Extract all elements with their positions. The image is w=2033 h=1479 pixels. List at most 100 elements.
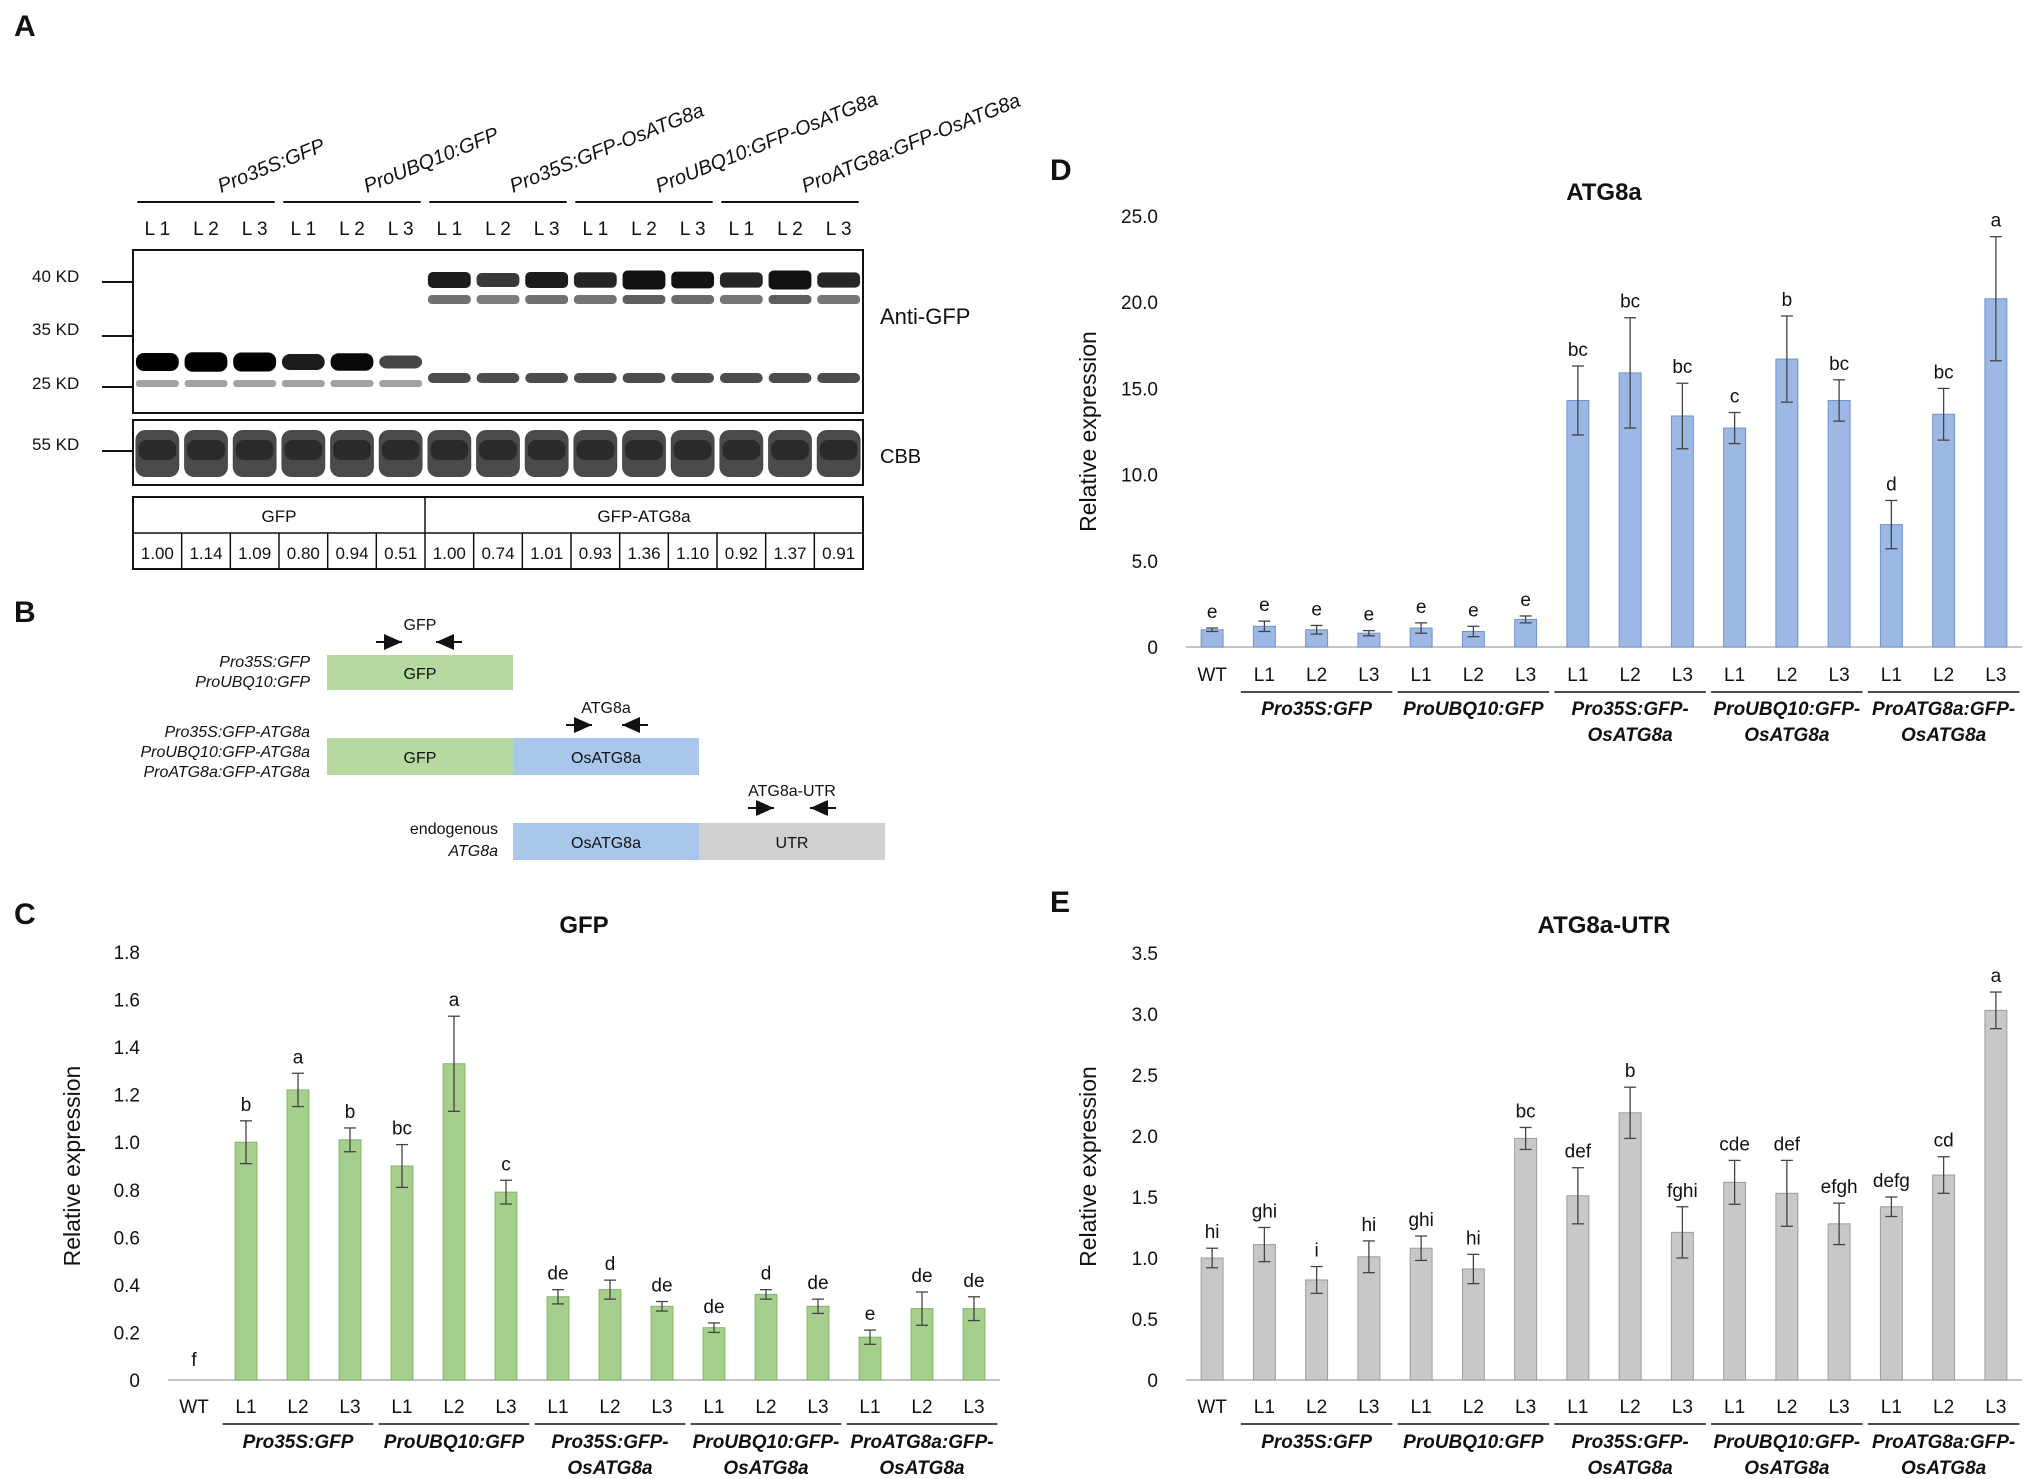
- cleaved-gfp-band: [817, 373, 861, 383]
- fusion-band: [476, 273, 520, 287]
- quant-value: 1.36: [627, 544, 660, 563]
- fusion-secondary-band: [817, 295, 861, 304]
- lane-label: L 1: [728, 219, 754, 240]
- fusion-band: [817, 272, 861, 288]
- gfp-box-row2: [327, 738, 513, 775]
- fusion-band: [671, 271, 715, 289]
- category-label: L3: [1358, 1397, 1379, 1418]
- panel-a-western-blot: A Pro35S:GFP ProUBQ10:GFP Pro35S:GFP-OsATG…: [14, 10, 1024, 570]
- row1-label-2: ProUBQ10:GFP: [195, 674, 310, 691]
- significance-letter: b: [241, 1095, 252, 1116]
- y-tick-label: 25.0: [1121, 207, 1158, 228]
- gfp-band: [330, 353, 374, 371]
- category-label: L3: [651, 1397, 672, 1418]
- group-label-line1: ProUBQ10:GFP: [1403, 1432, 1544, 1453]
- cbb-band-core: [284, 440, 323, 460]
- gfp-band: [135, 353, 179, 371]
- category-label: L2: [1776, 665, 1797, 686]
- primer-utr-label: ATG8a-UTR: [748, 783, 836, 800]
- significance-letter: e: [1468, 600, 1479, 621]
- fusion-band: [719, 272, 763, 288]
- significance-letter: i: [1315, 1241, 1319, 1262]
- significance-letter: hi: [1205, 1222, 1220, 1243]
- quant-value: 1.00: [141, 544, 174, 563]
- y-tick-label: 1.8: [114, 943, 140, 964]
- group-label-line1: ProATG8a:GFP-: [850, 1432, 993, 1453]
- group-label-line2: OsATG8a: [723, 1458, 809, 1479]
- osatg8a-box-row3: [513, 823, 699, 860]
- cbb-band-core: [381, 440, 420, 460]
- bar: [494, 1191, 518, 1381]
- quant-value: 0.80: [287, 544, 320, 563]
- table-header-gfp-atg8a: GFP-ATG8a: [597, 507, 691, 526]
- y-axis-label: Relative expression: [59, 1066, 85, 1267]
- bar: [546, 1296, 570, 1381]
- cbb-label: CBB: [880, 446, 921, 468]
- category-label: L3: [1672, 1397, 1693, 1418]
- quant-value: 1.09: [238, 544, 271, 563]
- category-label: WT: [179, 1397, 209, 1418]
- lane-label: L 2: [339, 219, 365, 240]
- bar: [1514, 1137, 1538, 1381]
- row3-label-2: ATG8a: [448, 843, 499, 860]
- category-label: L3: [339, 1397, 360, 1418]
- chart-title: ATG8a-UTR: [1538, 912, 1671, 939]
- category-label: L3: [1829, 665, 1850, 686]
- category-label: L1: [1881, 665, 1902, 686]
- panel-c-letter: C: [14, 898, 36, 931]
- significance-letter: def: [1774, 1134, 1801, 1155]
- chart-title: ATG8a: [1566, 179, 1642, 206]
- gfp-lower-band: [281, 380, 325, 387]
- significance-letter: bc: [392, 1119, 412, 1140]
- category-label: L1: [1254, 1397, 1275, 1418]
- lane-label: L 1: [290, 219, 316, 240]
- y-tick-label: 15.0: [1121, 379, 1158, 400]
- bar: [1514, 618, 1538, 648]
- gfp-lower-band: [233, 380, 277, 387]
- group-label-line1: Pro35S:GFP: [1261, 699, 1372, 720]
- significance-letter: a: [1991, 966, 2002, 987]
- category-label: L2: [755, 1397, 776, 1418]
- category-label: L2: [599, 1397, 620, 1418]
- category-label: L1: [235, 1397, 256, 1418]
- quant-value: 1.10: [676, 544, 709, 563]
- cbb-band-core: [576, 440, 615, 460]
- osatg8a-box-row2-label: OsATG8a: [571, 750, 641, 767]
- group-label-line1: ProATG8a:GFP-: [1872, 1432, 2015, 1453]
- bar: [1827, 399, 1851, 648]
- y-tick-label: 5.0: [1132, 552, 1158, 573]
- chart-title: GFP: [559, 912, 608, 939]
- lane-label: L 3: [680, 219, 706, 240]
- group-label-line1: ProUBQ10:GFP: [384, 1432, 525, 1453]
- category-label: L3: [1515, 1397, 1536, 1418]
- lane-label: L 3: [388, 219, 414, 240]
- primer-atg8a-label: ATG8a: [581, 700, 631, 717]
- bar: [1566, 399, 1590, 648]
- category-label: L1: [1411, 1397, 1432, 1418]
- category-label: L2: [1933, 1397, 1954, 1418]
- marker-25kd: 25 KD: [32, 374, 79, 393]
- fusion-secondary-band: [573, 295, 617, 304]
- fusion-secondary-band: [427, 295, 471, 304]
- panel-a-letter: A: [14, 10, 36, 43]
- category-label: L3: [807, 1397, 828, 1418]
- quant-value: 0.94: [335, 544, 368, 563]
- group-label-line1: Pro35S:GFP-: [551, 1432, 668, 1453]
- quant-value: 0.93: [579, 544, 612, 563]
- group-label-line1: ProUBQ10:GFP-: [1714, 699, 1861, 720]
- panel-d-letter: D: [1050, 154, 1072, 187]
- category-label: L1: [703, 1397, 724, 1418]
- cbb-band-core: [722, 440, 761, 460]
- y-axis-label: Relative expression: [1075, 1066, 1101, 1267]
- lane-label: L 3: [534, 219, 560, 240]
- significance-letter: defg: [1873, 1171, 1910, 1192]
- cbb-band-core: [138, 440, 177, 460]
- category-label: L2: [1933, 665, 1954, 686]
- chart-atg8a-expression: ATG8a Relative expression 0 5.0 10.0 15.0 20.0…: [1075, 179, 2022, 746]
- construct-label: ProUBQ10:GFP: [361, 123, 503, 197]
- significance-letter: de: [703, 1297, 724, 1318]
- category-label: L2: [1620, 665, 1641, 686]
- significance-letter: hi: [1361, 1215, 1376, 1236]
- group-label-line1: ProATG8a:GFP-: [1872, 699, 2015, 720]
- y-tick-label: 1.2: [114, 1086, 140, 1107]
